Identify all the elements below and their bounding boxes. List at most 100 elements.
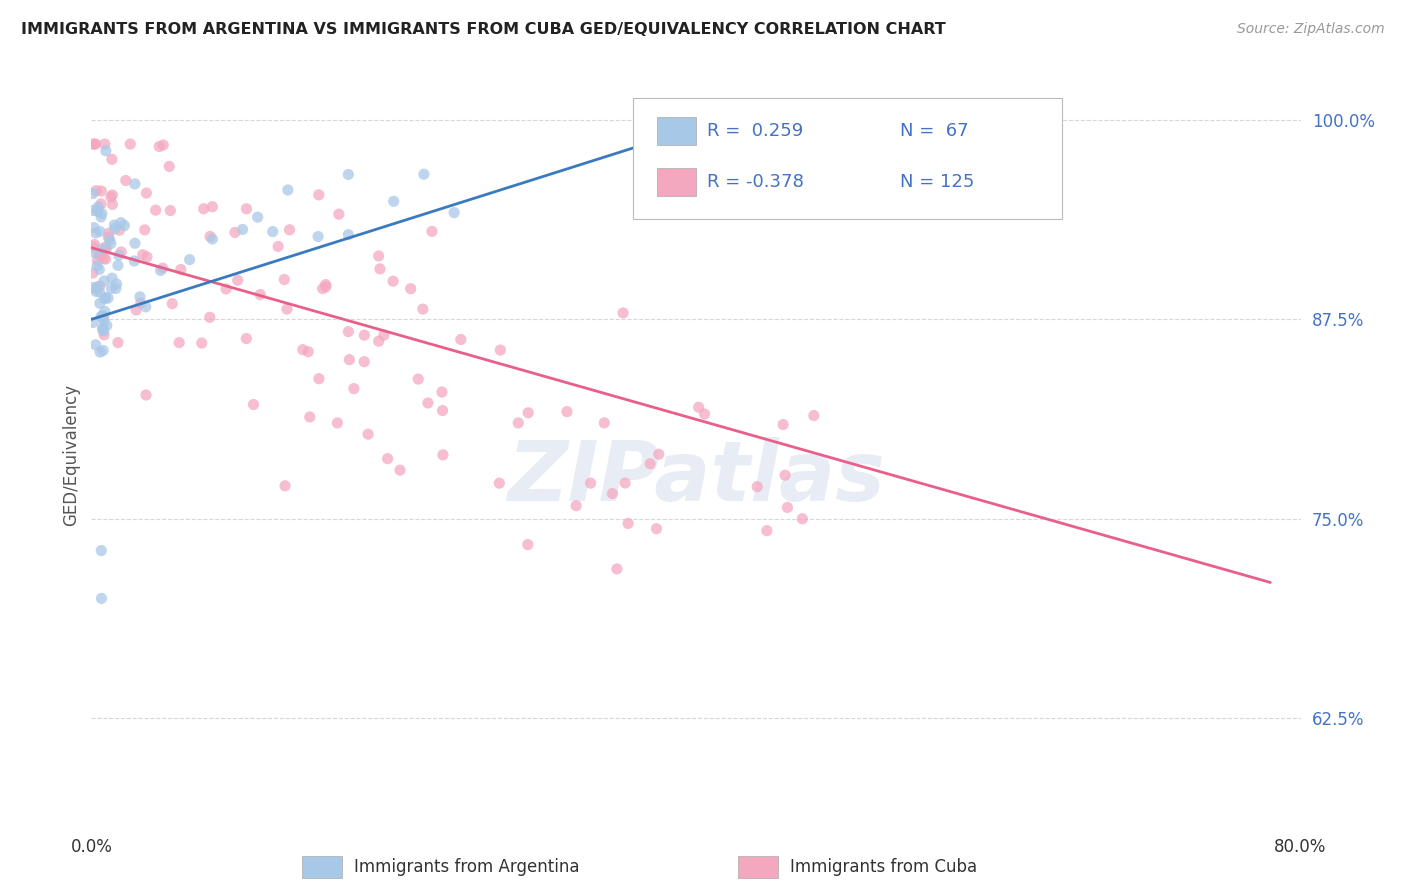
Point <box>101 271 124 285</box>
Point <box>90 197 112 211</box>
Point <box>94 290 117 304</box>
Point <box>416 396 439 410</box>
Point <box>291 343 314 357</box>
Point <box>91 320 114 334</box>
Point <box>368 261 391 276</box>
Point <box>399 282 422 296</box>
Point <box>129 296 152 310</box>
Point <box>96 318 118 333</box>
Point <box>91 242 114 256</box>
Point <box>89 247 111 261</box>
Point <box>420 224 443 238</box>
Point <box>89 345 111 359</box>
Point <box>89 296 111 310</box>
Point <box>101 188 124 202</box>
Point <box>377 451 399 466</box>
Point <box>148 139 170 153</box>
Point <box>167 335 190 350</box>
Point <box>311 282 333 296</box>
Point <box>755 524 778 538</box>
Point <box>94 136 117 151</box>
Point <box>162 296 184 310</box>
Point <box>89 262 111 277</box>
Point <box>337 352 360 367</box>
Point <box>262 225 284 239</box>
Point <box>84 245 107 260</box>
Point <box>201 200 224 214</box>
Point <box>82 186 104 201</box>
Point <box>124 177 146 191</box>
Point <box>406 372 429 386</box>
Point <box>152 138 174 153</box>
Point <box>82 266 104 280</box>
Point <box>84 226 107 240</box>
Point <box>308 187 330 202</box>
Point <box>91 343 114 358</box>
Point <box>91 309 114 323</box>
Point <box>382 274 405 288</box>
Point <box>110 244 132 259</box>
Point <box>307 229 329 244</box>
Point <box>337 325 360 339</box>
Point <box>94 292 117 306</box>
Point <box>91 323 114 337</box>
Point <box>276 301 298 316</box>
Point <box>489 343 512 357</box>
Point <box>135 300 157 314</box>
Point <box>101 153 124 167</box>
Point <box>86 282 108 296</box>
Point <box>235 331 257 345</box>
Point <box>308 372 330 386</box>
Point <box>198 229 221 244</box>
Point <box>84 338 107 352</box>
Point <box>89 224 111 238</box>
Point <box>337 227 360 242</box>
Point <box>90 184 112 198</box>
Point <box>86 203 108 218</box>
Point <box>235 202 257 216</box>
Point <box>94 240 117 254</box>
Point <box>516 538 538 552</box>
Point <box>107 335 129 350</box>
Point <box>105 277 128 291</box>
Point <box>432 448 454 462</box>
Point <box>100 236 122 251</box>
Point <box>488 476 510 491</box>
Point <box>97 226 120 240</box>
Point <box>179 252 201 267</box>
Point <box>224 226 246 240</box>
Point <box>367 249 389 263</box>
Point <box>373 328 395 343</box>
Text: R = -0.378: R = -0.378 <box>707 173 804 191</box>
Point <box>343 382 366 396</box>
Point <box>152 261 174 276</box>
Point <box>315 279 337 293</box>
Point <box>124 236 146 251</box>
Point <box>555 404 578 418</box>
Point <box>93 251 115 265</box>
Point <box>278 223 301 237</box>
Point <box>617 516 640 531</box>
Point <box>157 160 180 174</box>
Point <box>412 302 434 317</box>
Point <box>579 476 602 491</box>
Point <box>432 403 454 417</box>
Point <box>382 194 405 209</box>
Point <box>201 232 224 246</box>
Point <box>803 409 825 423</box>
Point <box>90 248 112 262</box>
Point <box>367 334 389 348</box>
Point <box>159 203 181 218</box>
Point <box>215 282 238 296</box>
Point <box>747 480 769 494</box>
Point <box>136 250 159 264</box>
Point <box>648 447 671 461</box>
Text: Immigrants from Cuba: Immigrants from Cuba <box>790 858 977 876</box>
Point <box>638 457 661 471</box>
Point <box>97 230 120 244</box>
Point <box>87 200 110 214</box>
Point <box>82 136 104 151</box>
Point <box>86 259 108 273</box>
Point <box>688 401 710 415</box>
Point <box>593 416 616 430</box>
